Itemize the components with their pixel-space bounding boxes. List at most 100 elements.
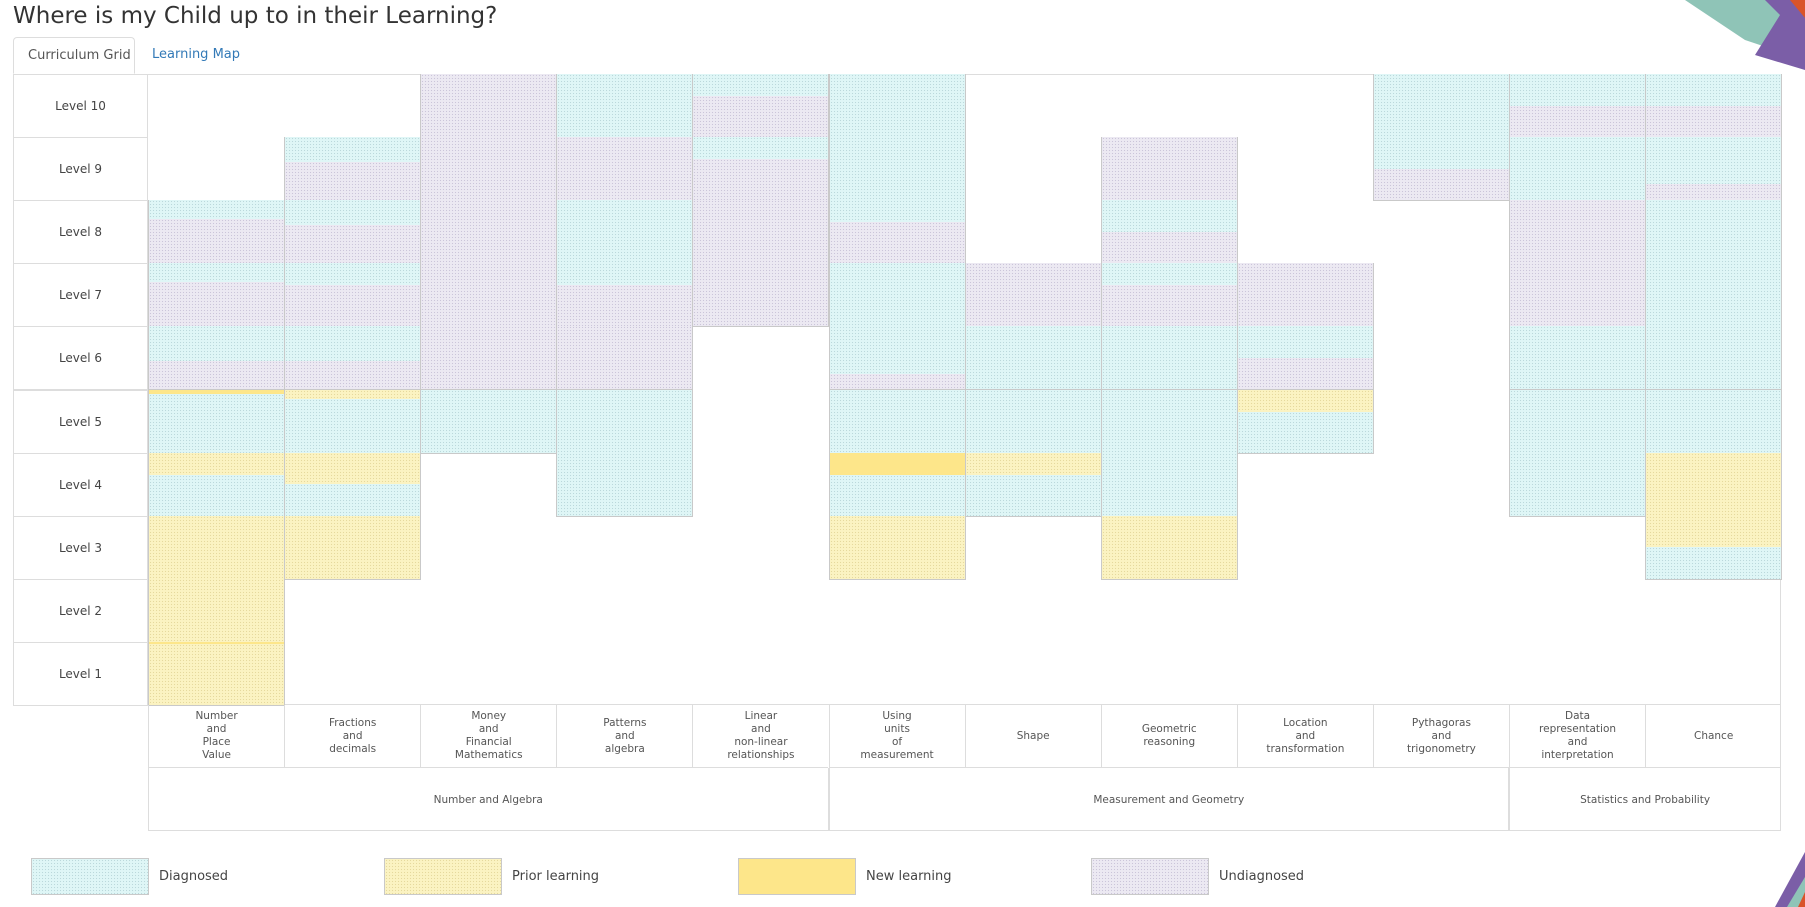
grid-cell[interactable] — [556, 389, 694, 454]
grid-cell[interactable] — [148, 263, 286, 328]
grid-cell[interactable] — [692, 137, 830, 202]
strand-label: Shape — [964, 705, 1101, 768]
grid-cell-band-diag — [829, 74, 965, 138]
grid-cell[interactable] — [556, 452, 694, 517]
grid-cell[interactable] — [420, 326, 558, 391]
grid-cell[interactable] — [1509, 452, 1647, 517]
legend-label: Undiagnosed — [1219, 869, 1305, 884]
grid-cell[interactable] — [1509, 137, 1647, 202]
grid-cell[interactable] — [964, 389, 1102, 454]
grid-cell[interactable] — [828, 263, 966, 328]
grid-cell-band-diag — [557, 263, 693, 286]
grid-cell[interactable] — [1645, 389, 1783, 454]
grid-cell[interactable] — [1645, 326, 1783, 391]
grid-cell[interactable] — [1645, 263, 1783, 328]
grid-cell-band-undiag — [421, 263, 557, 327]
grid-cell[interactable] — [284, 515, 422, 580]
grid-cell[interactable] — [284, 137, 422, 202]
grid-cell[interactable] — [1236, 263, 1374, 328]
grid-cell[interactable] — [1100, 389, 1238, 454]
grid-cell-band-diag — [557, 74, 693, 138]
grid-cell[interactable] — [284, 326, 422, 391]
grid-cell[interactable] — [1645, 137, 1783, 202]
grid-cell[interactable] — [692, 200, 830, 265]
grid-cell-band-diag — [1373, 137, 1509, 169]
grid-cell[interactable] — [556, 326, 694, 391]
grid-cell[interactable] — [828, 452, 966, 517]
strand-label-line: trigonometry — [1407, 742, 1476, 755]
tab-curriculum-grid[interactable]: Curriculum Grid — [13, 37, 135, 74]
grid-cell-band-undiag — [693, 200, 829, 264]
grid-cell[interactable] — [284, 389, 422, 454]
grid-cell[interactable] — [1100, 137, 1238, 202]
grid-cell[interactable] — [284, 452, 422, 517]
grid-cell[interactable] — [148, 200, 286, 265]
grid-cell[interactable] — [556, 137, 694, 202]
grid-cell[interactable] — [556, 263, 694, 328]
grid-cell-band-diag — [149, 263, 285, 283]
grid-cell[interactable] — [284, 263, 422, 328]
grid-cell[interactable] — [1645, 452, 1783, 517]
grid-cell[interactable] — [828, 137, 966, 202]
grid-cell[interactable] — [148, 326, 286, 391]
grid-cell[interactable] — [828, 326, 966, 391]
grid-cell-band-undiag — [285, 361, 421, 390]
strand-label-line: representation — [1539, 723, 1617, 735]
grid-cell-band-diag — [1101, 452, 1237, 516]
grid-cell[interactable] — [1509, 263, 1647, 328]
grid-cell[interactable] — [148, 389, 286, 454]
grid-cell[interactable] — [828, 389, 966, 454]
strand-label: Linear and non-linear relationships — [692, 705, 829, 768]
grid-cell[interactable] — [556, 200, 694, 265]
grid-cell-band-diag — [1101, 263, 1237, 286]
grid-cell[interactable] — [1645, 200, 1783, 265]
grid-cell[interactable] — [1236, 326, 1374, 391]
strand-label-line: and — [751, 723, 771, 735]
legend-item-diag: Diagnosed — [31, 857, 228, 896]
grid-cell[interactable] — [420, 74, 558, 139]
grid-cell[interactable] — [1100, 200, 1238, 265]
legend-swatch — [738, 858, 856, 895]
grid-cell[interactable] — [964, 263, 1102, 328]
grid-cell[interactable] — [1645, 515, 1783, 580]
grid-cell[interactable] — [1100, 452, 1238, 517]
grid-cell[interactable] — [556, 74, 694, 139]
grid-cell[interactable] — [148, 515, 286, 580]
grid-cell[interactable] — [148, 578, 286, 643]
grid-cell[interactable] — [284, 200, 422, 265]
grid-cell[interactable] — [1100, 515, 1238, 580]
grid-cell[interactable] — [148, 452, 286, 517]
grid-cell[interactable] — [420, 263, 558, 328]
grid-cell[interactable] — [964, 326, 1102, 391]
strand-label-line: Value — [202, 749, 231, 761]
grid-cell[interactable] — [1509, 326, 1647, 391]
grid-cell[interactable] — [1100, 326, 1238, 391]
strand-label-line: Geometric — [1141, 723, 1197, 735]
grid-cell[interactable] — [828, 200, 966, 265]
grid-cell[interactable] — [1509, 389, 1647, 454]
grid-cell-band-prior — [1237, 389, 1373, 412]
legend-swatch — [1091, 858, 1209, 895]
strand-label: Money and Financial Mathematics — [420, 705, 557, 768]
grid-cell[interactable] — [828, 515, 966, 580]
grid-cell-band-diag — [149, 200, 285, 220]
grid-cell[interactable] — [964, 452, 1102, 517]
grid-cell[interactable] — [1509, 200, 1647, 265]
grid-cell[interactable] — [692, 263, 830, 328]
grid-cell[interactable] — [420, 389, 558, 454]
grid-cell[interactable] — [148, 641, 286, 706]
grid-cell[interactable] — [1509, 74, 1647, 139]
grid-cell[interactable] — [1100, 263, 1238, 328]
grid-cell[interactable] — [1372, 137, 1510, 202]
grid-cell[interactable] — [692, 74, 830, 139]
strand-label-line: Number — [195, 710, 238, 722]
strand-label-line: relationships — [727, 749, 795, 761]
grid-cell[interactable] — [420, 137, 558, 202]
grid-cell-band-prior — [1101, 515, 1237, 579]
grid-cell[interactable] — [828, 74, 966, 139]
grid-cell[interactable] — [1372, 74, 1510, 139]
grid-cell[interactable] — [420, 200, 558, 265]
grid-cell[interactable] — [1236, 389, 1374, 454]
tab-learning-map[interactable]: Learning Map — [152, 47, 241, 62]
